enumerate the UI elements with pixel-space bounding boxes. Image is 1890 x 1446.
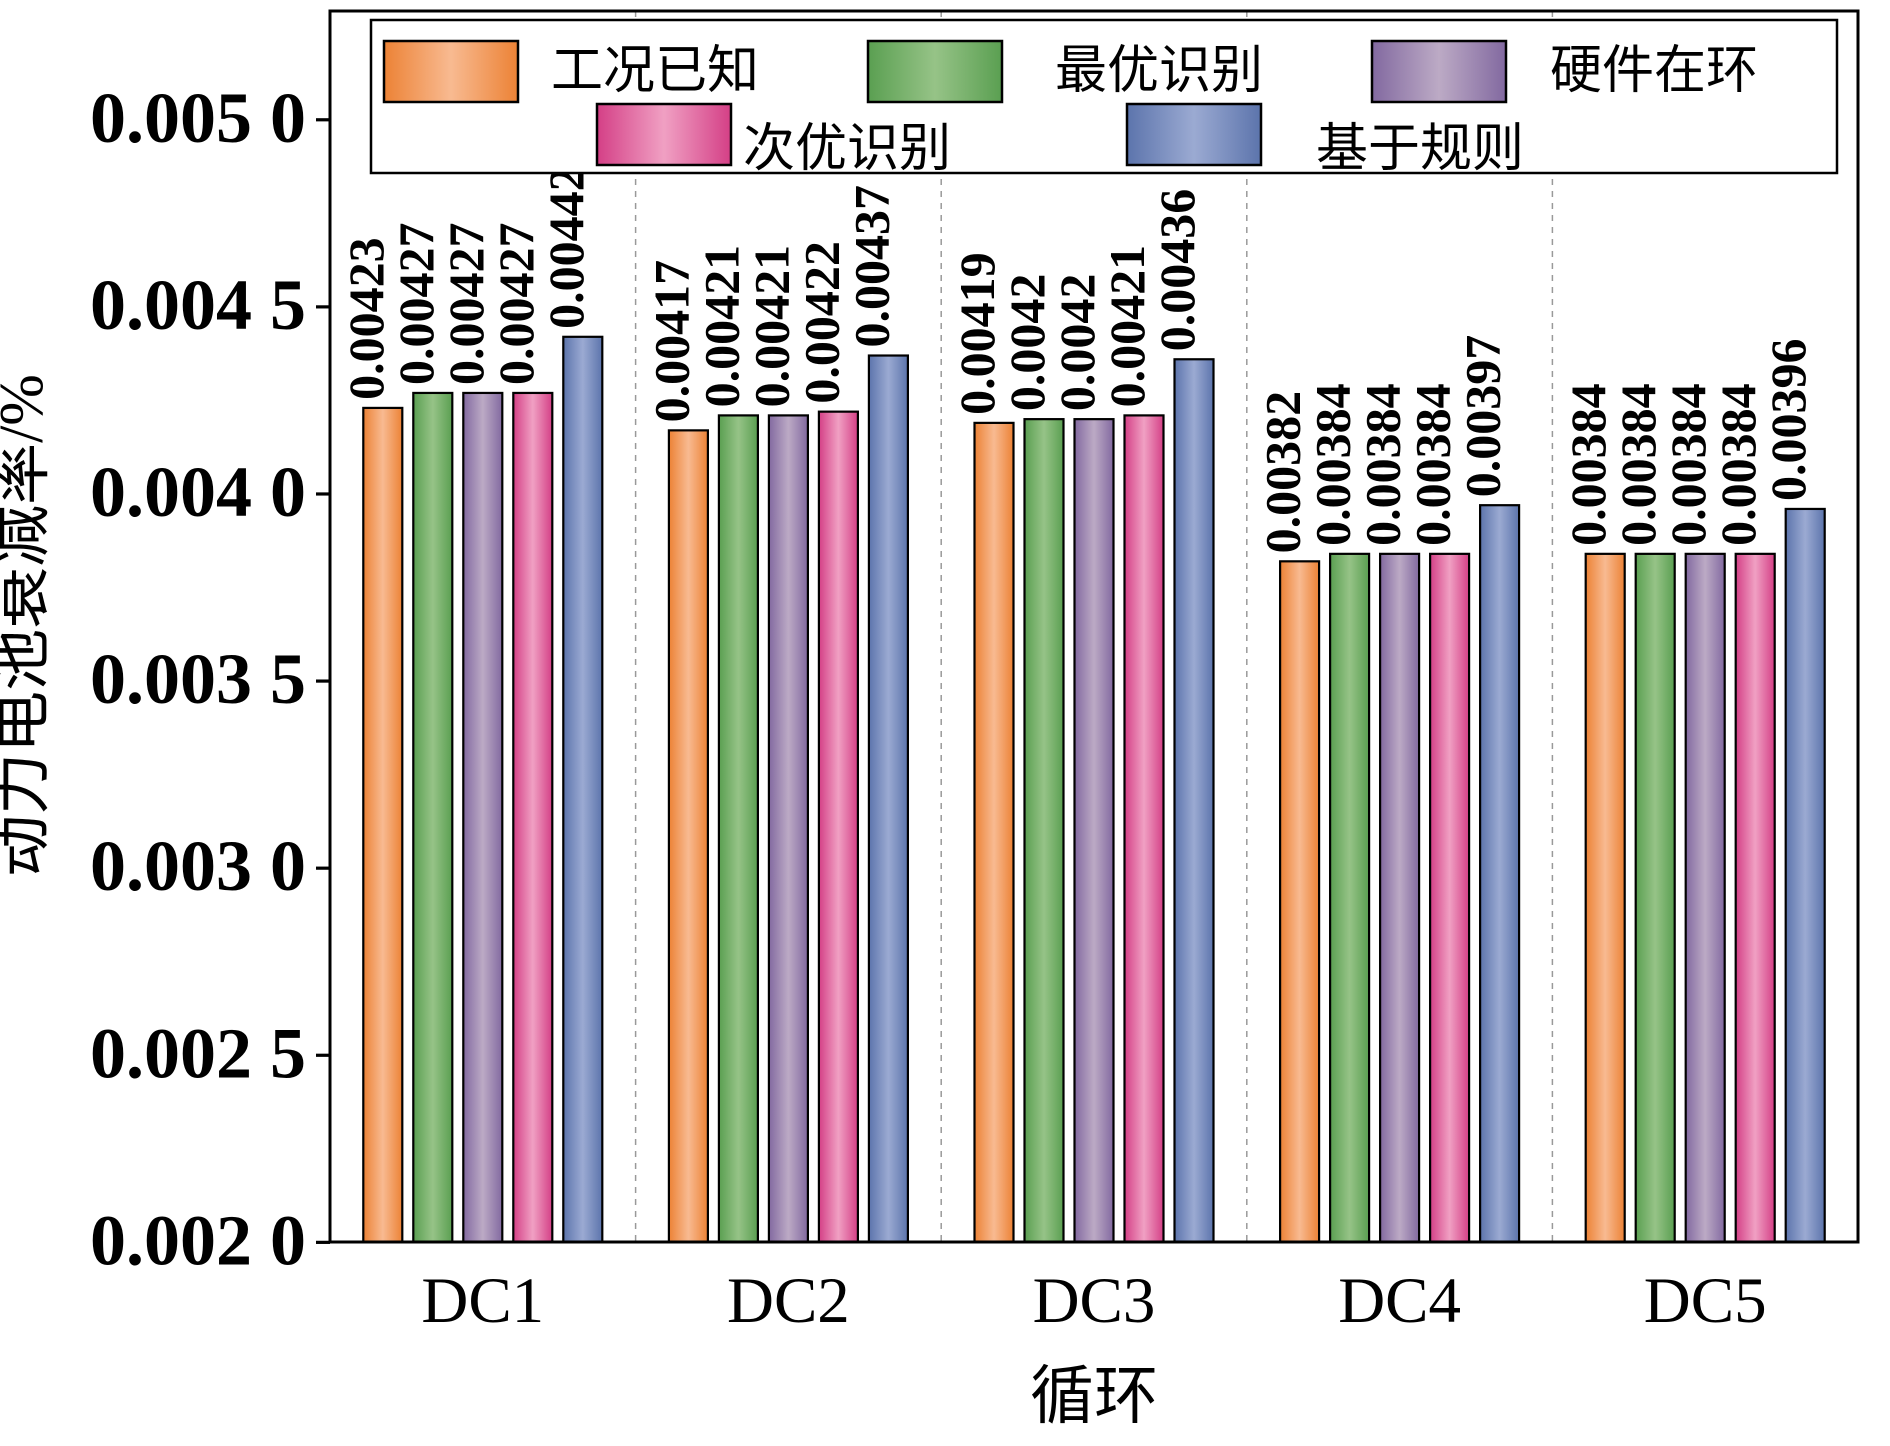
svg-text:0.00442: 0.00442	[538, 166, 594, 329]
svg-text:0.00384: 0.00384	[1660, 383, 1716, 546]
svg-text:基于规则: 基于规则	[1316, 121, 1524, 178]
svg-text:0.00396: 0.00396	[1760, 338, 1816, 501]
svg-text:0.00437: 0.00437	[843, 185, 899, 348]
svg-text:0.00419: 0.00419	[949, 252, 1005, 415]
svg-text:0.00384: 0.00384	[1355, 383, 1411, 546]
svg-text:0.005 0: 0.005 0	[90, 78, 306, 158]
svg-text:工况已知: 工况已知	[551, 43, 759, 100]
svg-text:0.00397: 0.00397	[1455, 335, 1511, 498]
svg-text:0.004 5: 0.004 5	[90, 265, 306, 345]
svg-text:0.00421: 0.00421	[693, 245, 749, 408]
svg-text:0.00421: 0.00421	[1099, 245, 1155, 408]
svg-text:0.00427: 0.00427	[388, 222, 444, 385]
svg-text:DC5: DC5	[1644, 1265, 1767, 1337]
svg-text:0.00384: 0.00384	[1710, 383, 1766, 546]
svg-text:动力电池衰减率/%: 动力电池衰减率/%	[0, 374, 56, 877]
svg-text:最优识别: 最优识别	[1055, 43, 1263, 100]
svg-text:0.00384: 0.00384	[1610, 383, 1666, 546]
svg-text:0.00384: 0.00384	[1305, 383, 1361, 546]
svg-text:0.0042: 0.0042	[999, 274, 1055, 412]
svg-text:0.00382: 0.00382	[1255, 391, 1311, 554]
svg-text:DC1: DC1	[421, 1265, 544, 1337]
svg-text:0.00417: 0.00417	[643, 260, 699, 423]
svg-text:0.003 0: 0.003 0	[90, 826, 306, 906]
svg-text:0.00436: 0.00436	[1149, 189, 1205, 352]
svg-text:0.00427: 0.00427	[488, 222, 544, 385]
svg-text:DC4: DC4	[1338, 1265, 1461, 1337]
svg-text:0.00421: 0.00421	[743, 245, 799, 408]
svg-text:0.00422: 0.00422	[793, 241, 849, 404]
svg-text:硬件在环: 硬件在环	[1550, 43, 1758, 100]
svg-text:0.002 5: 0.002 5	[90, 1013, 306, 1093]
svg-text:次优识别: 次优识别	[743, 121, 951, 178]
svg-text:0.00427: 0.00427	[438, 222, 494, 385]
svg-text:循环: 循环	[1030, 1361, 1158, 1432]
svg-text:0.00423: 0.00423	[338, 237, 394, 400]
svg-text:0.002 0: 0.002 0	[90, 1200, 306, 1280]
svg-text:DC2: DC2	[727, 1265, 850, 1337]
svg-text:0.00384: 0.00384	[1560, 383, 1616, 546]
svg-text:0.004 0: 0.004 0	[90, 452, 306, 532]
svg-text:0.00384: 0.00384	[1405, 383, 1461, 546]
svg-text:0.0042: 0.0042	[1049, 274, 1105, 412]
svg-text:DC3: DC3	[1033, 1265, 1156, 1337]
svg-text:0.003 5: 0.003 5	[90, 639, 306, 719]
